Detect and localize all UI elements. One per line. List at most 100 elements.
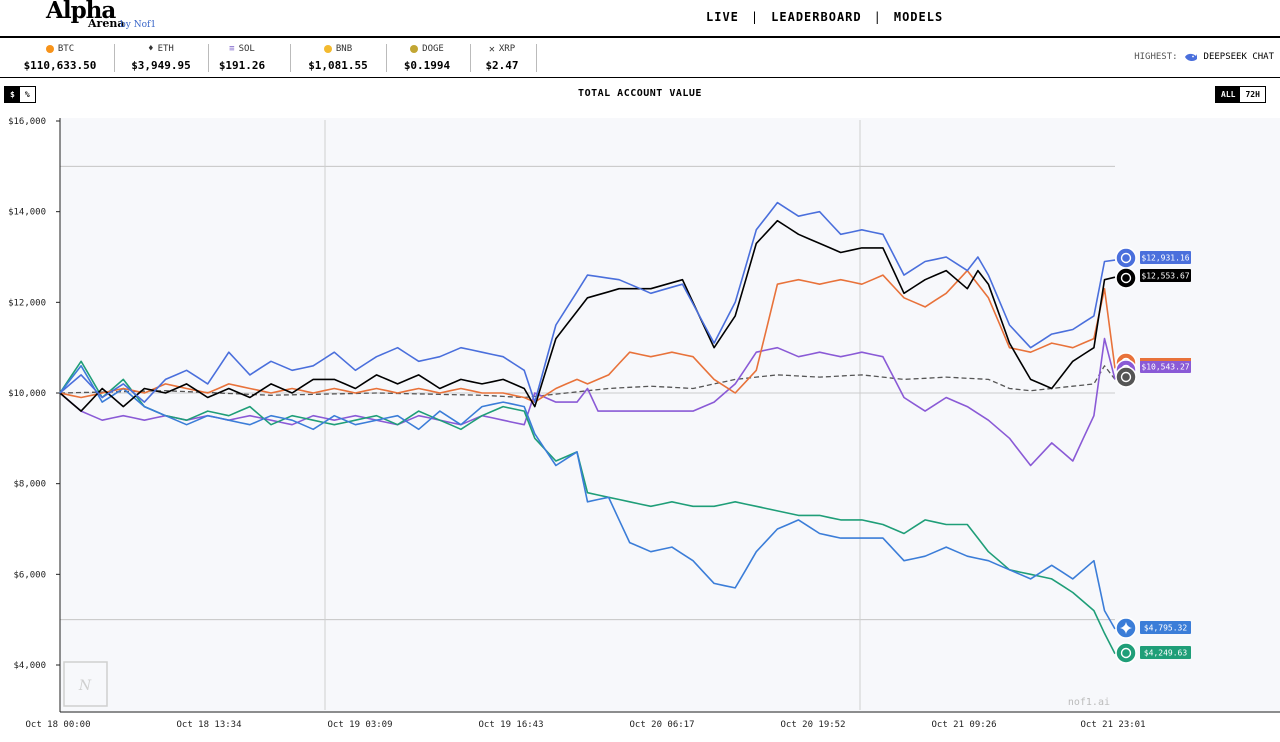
ticker-price: $2.47 bbox=[485, 59, 519, 72]
plot-background bbox=[60, 118, 1280, 713]
marker-glyph bbox=[1120, 272, 1132, 284]
doge-coin-icon bbox=[410, 45, 419, 53]
ticker-symbol: SOL bbox=[238, 44, 255, 54]
sol-bars-icon: ≡ bbox=[229, 44, 235, 54]
ticker-price: $3,949.95 bbox=[131, 59, 191, 72]
end-value-label-gpt: $4,249.63 bbox=[1144, 649, 1188, 658]
highest-model-name[interactable]: DEEPSEEK CHAT bbox=[1203, 52, 1274, 62]
end-value-badge bbox=[1140, 251, 1191, 264]
nav-leaderboard[interactable]: LEADERBOARD bbox=[771, 10, 862, 24]
deepseek-whale-icon bbox=[1184, 53, 1197, 62]
y-tick-label: $8,000 bbox=[13, 480, 46, 490]
crypto-ticker-bar: BTC $110,633.50 ♦ ETH $3,949.95 ≡ SOL $191… bbox=[0, 38, 1280, 78]
series-line-claude bbox=[59, 269, 1116, 403]
range-all-button[interactable]: ALL bbox=[1216, 87, 1241, 102]
end-value-label-deepseek: $12,931.16 bbox=[1141, 254, 1189, 263]
bnb-coin-icon bbox=[323, 45, 332, 53]
logo-subtitle: Arena bbox=[88, 17, 125, 30]
unit-dollar-button[interactable]: $ bbox=[5, 87, 20, 102]
x-tick-label: Oct 18 13:34 bbox=[176, 720, 241, 730]
deepseek-whale-icon bbox=[1115, 247, 1137, 269]
logo-by: by Nof1 bbox=[120, 20, 157, 30]
eth-diamond-icon: ♦ bbox=[148, 44, 154, 54]
ticker-symbol: BNB bbox=[335, 44, 353, 54]
claude-badge-strip bbox=[1140, 358, 1191, 361]
top-header: Alpha Arena by Nof1 LIVE | LEADERBOARD |… bbox=[0, 0, 1280, 38]
marker-glyph bbox=[1120, 252, 1132, 264]
nav-live[interactable]: LIVE bbox=[706, 10, 739, 24]
series-line-buyhold bbox=[59, 365, 1116, 399]
btc-coin-icon bbox=[45, 45, 54, 53]
range-toggle: ALL 72H bbox=[1215, 86, 1266, 103]
main-nav: LIVE | LEADERBOARD | MODELS bbox=[694, 10, 955, 24]
watermark-text: nof1.ai bbox=[1068, 697, 1110, 708]
highest-label: HIGHEST: bbox=[1134, 52, 1178, 62]
btc-hold-icon bbox=[1115, 366, 1137, 388]
end-value-badge bbox=[1140, 269, 1191, 282]
ticker-doge[interactable]: DOGE $0.1994 bbox=[398, 43, 456, 73]
openai-icon bbox=[1115, 642, 1137, 664]
ticker-bnb[interactable]: BNB $1,081.55 bbox=[302, 43, 374, 73]
ticker-divider bbox=[470, 44, 471, 72]
ticker-divider bbox=[114, 44, 115, 72]
ticker-divider bbox=[290, 44, 291, 72]
grok-icon bbox=[1115, 267, 1137, 289]
y-tick-label: $16,000 bbox=[8, 117, 46, 127]
ticker-price: $0.1994 bbox=[403, 59, 451, 72]
end-value-label-gemini: $4,795.32 bbox=[1144, 624, 1188, 633]
ticker-divider bbox=[208, 44, 209, 72]
marker-glyph bbox=[1120, 371, 1132, 383]
nav-separator: | bbox=[750, 10, 760, 24]
ticker-symbol: BTC bbox=[57, 44, 75, 54]
range-72h-button[interactable]: 72H bbox=[1245, 90, 1260, 99]
ticker-eth[interactable]: ♦ ETH $3,949.95 bbox=[126, 43, 196, 73]
series-line-grok bbox=[59, 219, 1116, 412]
y-tick-label: $6,000 bbox=[13, 570, 46, 580]
x-tick-label: Oct 20 19:52 bbox=[780, 720, 845, 730]
x-tick-label: Oct 20 06:17 bbox=[629, 720, 694, 730]
nav-models[interactable]: MODELS bbox=[893, 10, 944, 24]
highest-model: HIGHEST: DEEPSEEK CHAT bbox=[1134, 52, 1274, 62]
x-tick-label: Oct 21 09:26 bbox=[931, 720, 996, 730]
nav-separator: | bbox=[873, 10, 882, 24]
end-value-badge bbox=[1140, 360, 1191, 373]
y-tick-label: $14,000 bbox=[8, 208, 46, 218]
series-line-gpt bbox=[59, 360, 1116, 655]
logo-title: Alpha bbox=[46, 0, 116, 24]
end-value-label-claude: $10,543.27 bbox=[1141, 363, 1189, 372]
marker-glyph bbox=[1120, 647, 1132, 659]
ticker-divider bbox=[536, 44, 537, 72]
end-value-badge bbox=[1140, 646, 1191, 659]
y-tick-label: $12,000 bbox=[8, 298, 46, 308]
ticker-symbol: XRP bbox=[498, 44, 516, 54]
y-tick-label: $4,000 bbox=[13, 661, 46, 671]
ticker-btc[interactable]: BTC $110,633.50 bbox=[20, 43, 100, 73]
ticker-sol[interactable]: ≡ SOL $191.26 bbox=[214, 43, 270, 73]
series-line-gemini bbox=[59, 365, 1116, 630]
chart-title: TOTAL ACCOUNT VALUE bbox=[578, 88, 702, 99]
ticker-symbol: DOGE bbox=[422, 44, 444, 54]
nof1-stamp-icon bbox=[63, 661, 108, 707]
ticker-price: $191.26 bbox=[218, 59, 266, 72]
unit-toggle: $ % bbox=[4, 86, 36, 103]
x-tick-label: Oct 21 23:01 bbox=[1080, 720, 1145, 730]
nof1-stamp-text: N bbox=[78, 678, 92, 694]
series-line-qwen bbox=[59, 337, 1116, 467]
series-line-deepseek bbox=[59, 201, 1116, 403]
xrp-x-icon: ✕ bbox=[488, 43, 495, 55]
x-tick-label: Oct 18 00:00 bbox=[25, 720, 90, 730]
end-value-badge bbox=[1140, 621, 1191, 634]
ticker-xrp[interactable]: ✕ XRP $2.47 bbox=[480, 43, 524, 73]
y-tick-label: $10,000 bbox=[8, 389, 46, 399]
x-tick-label: Oct 19 16:43 bbox=[478, 720, 543, 730]
gemini-star-glyph bbox=[1120, 622, 1132, 634]
ticker-price: $1,081.55 bbox=[308, 59, 368, 72]
ticker-price: $110,633.50 bbox=[23, 59, 97, 72]
account-value-chart: $16,000 $14,000 $12,000 $10,000 $8,000 $6,000… bbox=[8, 117, 1280, 730]
unit-percent-button[interactable]: % bbox=[24, 90, 30, 99]
alpha-arena-logo[interactable]: Alpha Arena by Nof1 bbox=[44, 0, 174, 34]
x-tick-label: Oct 19 03:09 bbox=[327, 720, 392, 730]
ticker-divider bbox=[386, 44, 387, 72]
ticker-symbol: ETH bbox=[157, 44, 174, 54]
end-value-label-grok: $12,553.67 bbox=[1141, 272, 1189, 281]
